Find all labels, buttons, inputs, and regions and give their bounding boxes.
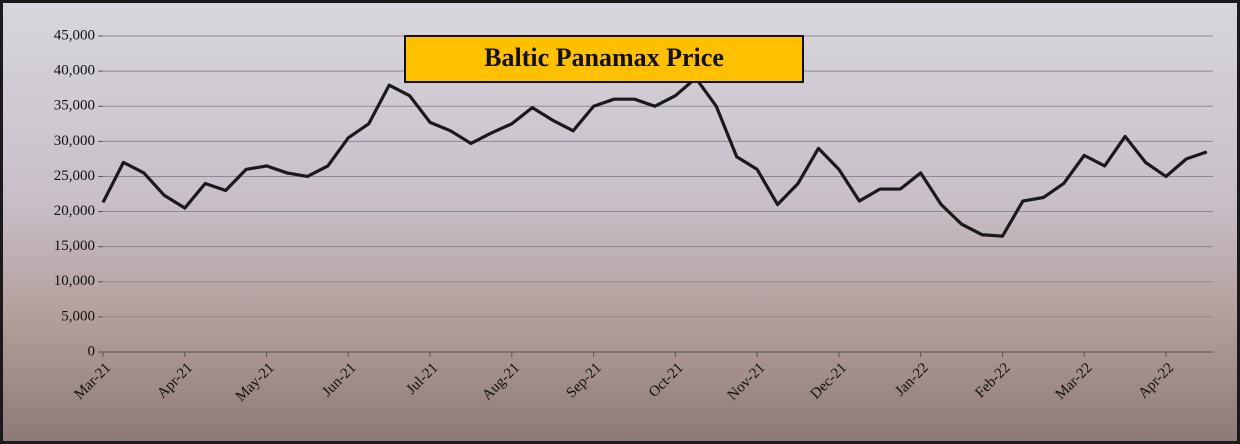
y-tick-label: 15,000 <box>54 238 95 254</box>
y-tick-label: 5,000 <box>61 308 95 324</box>
y-tick-label: 30,000 <box>54 133 95 149</box>
title-box <box>404 35 804 83</box>
y-tick-label: 40,000 <box>54 63 95 79</box>
y-tick-label: 25,000 <box>54 168 95 184</box>
chart-title: Baltic Panamax Price <box>484 43 724 72</box>
y-tick-label: 0 <box>88 343 96 359</box>
y-tick-label: 35,000 <box>54 98 95 114</box>
line-series <box>101 76 1208 238</box>
y-tick-label: 20,000 <box>54 203 95 219</box>
y-tick-label: 10,000 <box>54 273 95 289</box>
y-tick-label: 45,000 <box>54 27 95 43</box>
